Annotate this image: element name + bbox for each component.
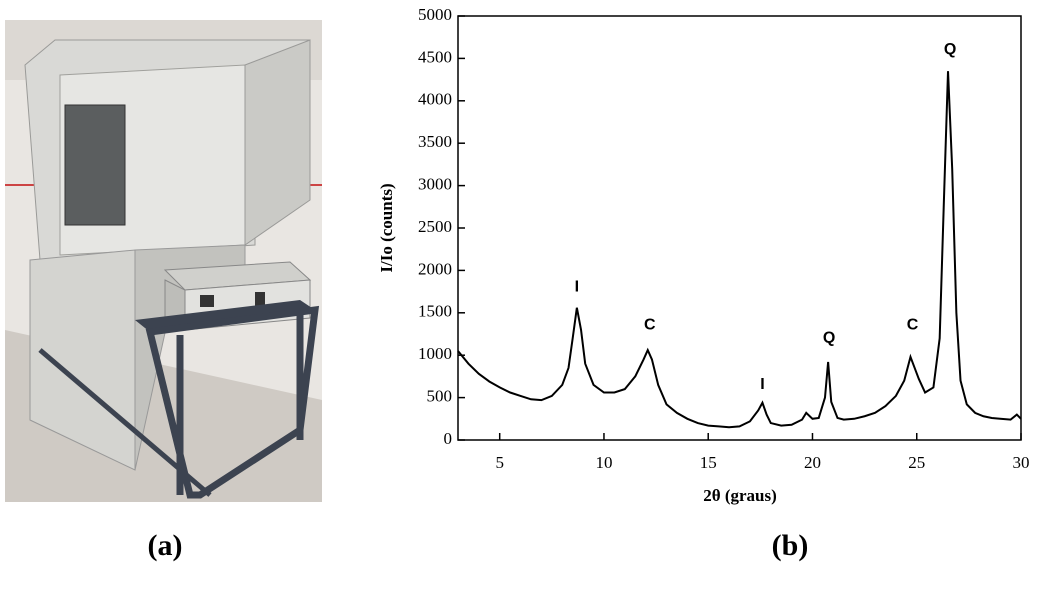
y-tick-label: 4500: [418, 47, 452, 66]
y-tick-label: 1500: [418, 302, 452, 321]
y-axis-title: I/Io (counts): [377, 183, 396, 272]
line-series: [457, 71, 1022, 429]
peak-annotation: Q: [823, 329, 835, 346]
x-tick-label: 10: [595, 453, 612, 472]
y-tick-label: 3000: [418, 175, 452, 194]
peak-annotation: I: [575, 279, 579, 296]
y-tick-label: 4000: [418, 90, 452, 109]
y-tick-label: 5000: [418, 5, 452, 24]
y-tick-label: 2500: [418, 217, 452, 236]
y-tick-label: 0: [444, 429, 453, 448]
x-tick-label: 30: [1013, 453, 1030, 472]
y-tick-label: 1000: [418, 344, 452, 363]
plot-frame: [457, 15, 1022, 441]
y-tick-label: 500: [427, 387, 453, 406]
instrument-photo: [5, 20, 322, 502]
peak-annotation: C: [907, 317, 919, 334]
x-tick-label: 25: [908, 453, 925, 472]
peak-annotation: Q: [944, 41, 956, 58]
peak-annotation: I: [760, 376, 764, 393]
y-tick-label: 2000: [418, 259, 452, 278]
x-tick-label: 20: [804, 453, 821, 472]
y-tick-label: 3500: [418, 132, 452, 151]
x-axis-title: 2θ (graus): [703, 486, 777, 505]
x-tick-label: 15: [700, 453, 717, 472]
x-tick-label: 5: [495, 453, 504, 472]
panel-label: (b): [772, 529, 809, 562]
panel-label: (a): [148, 529, 183, 562]
peak-annotation: C: [644, 317, 656, 334]
